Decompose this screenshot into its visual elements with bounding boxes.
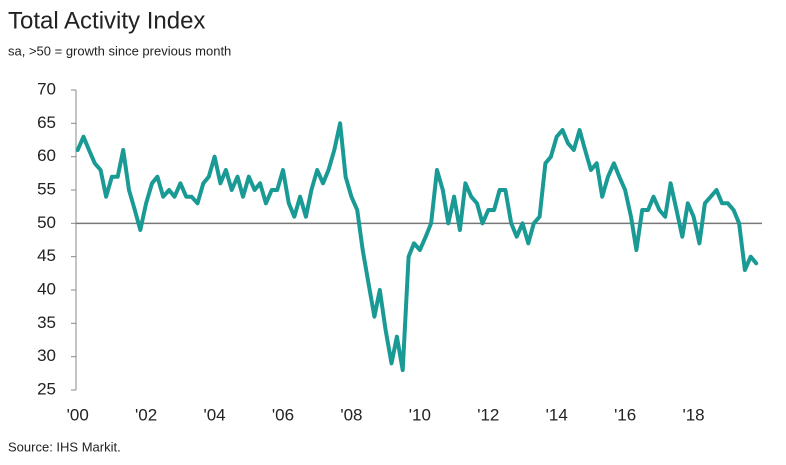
x-tick-label: '16 — [614, 405, 636, 424]
y-tick-label: 55 — [37, 179, 56, 198]
x-tick-label: '06 — [272, 405, 294, 424]
x-tick-label: '14 — [546, 405, 568, 424]
chart-subtitle: sa, >50 = growth since previous month — [8, 43, 231, 58]
y-tick-label: 60 — [37, 146, 56, 165]
x-tick-label: '12 — [477, 405, 499, 424]
x-tick-label: '04 — [203, 405, 225, 424]
y-tick-label: 40 — [37, 279, 56, 298]
y-tick-label: 70 — [37, 79, 56, 98]
x-tick-label: '18 — [682, 405, 704, 424]
chart-title: Total Activity Index — [8, 7, 205, 34]
y-tick-label: 30 — [37, 346, 56, 365]
y-tick-label: 45 — [37, 246, 56, 265]
y-tick-label: 50 — [37, 213, 56, 232]
x-tick-label: '00 — [67, 405, 89, 424]
x-tick-label: '10 — [409, 405, 431, 424]
y-tick-label: 25 — [37, 379, 56, 398]
source-note: Source: IHS Markit. — [8, 439, 121, 454]
x-tick-label: '08 — [340, 405, 362, 424]
y-tick-label: 35 — [37, 313, 56, 332]
y-tick-label: 65 — [37, 113, 56, 132]
data-line — [75, 121, 759, 372]
x-tick-label: '02 — [135, 405, 157, 424]
